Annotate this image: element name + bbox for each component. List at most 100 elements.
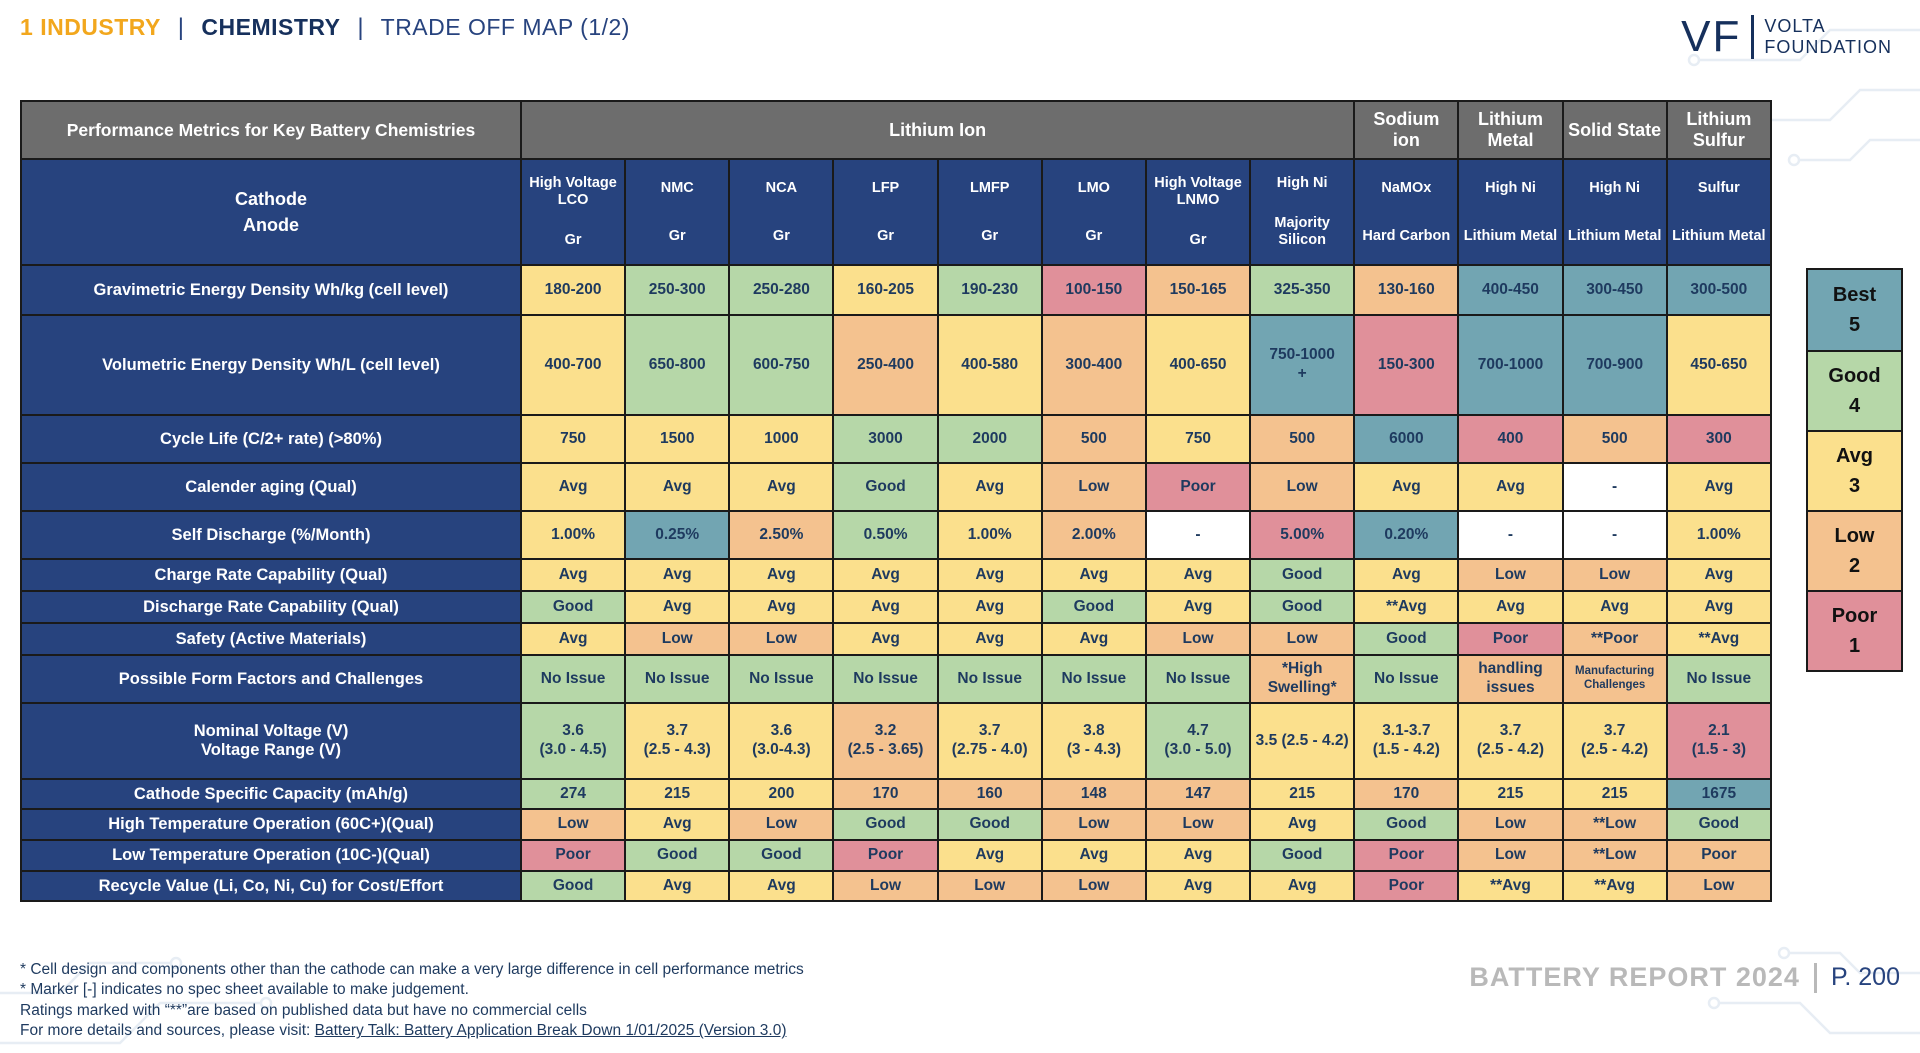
anode-label: Gr	[1085, 227, 1103, 244]
metric-cell: Low	[1457, 808, 1564, 841]
metric-cell: Avg	[1040, 839, 1147, 872]
metric-cell: Low	[1144, 808, 1252, 841]
legend-item: Avg 3	[1808, 430, 1901, 510]
row-label: Discharge Rate Capability (Qual)	[20, 590, 522, 624]
metric-cell: Low	[519, 808, 627, 841]
footnote-line: * Marker [-] indicates no spec sheet ava…	[20, 981, 469, 999]
metric-cell: Avg	[936, 462, 1043, 512]
metric-cell: Low	[1040, 870, 1147, 902]
table-row: Gravimetric Energy Density Wh/kg (cell l…	[20, 264, 1773, 316]
page-title: TRADE OFF MAP (1/2)	[380, 14, 630, 40]
metric-cell: handling issues	[1457, 654, 1564, 704]
column-header: LMO Gr	[1040, 158, 1147, 266]
legend-value: 3	[1848, 475, 1861, 497]
metric-cell: Low	[832, 870, 939, 902]
legend-label: Best	[1832, 284, 1877, 306]
metric-cell: 3.6 (3.0-4.3)	[728, 702, 835, 780]
column-header: LMFP Gr	[936, 158, 1043, 266]
metric-cell: Avg	[1353, 558, 1460, 592]
metric-cell: No Issue	[1353, 654, 1460, 704]
metric-cell: 4.7 (3.0 - 5.0)	[1144, 702, 1252, 780]
metric-cell: Avg	[1665, 590, 1773, 624]
metric-cell: *High Swelling*	[1249, 654, 1356, 704]
metric-cell: Poor	[519, 839, 627, 872]
metric-cell: Avg	[624, 870, 731, 902]
metric-cell: 400-580	[936, 314, 1043, 416]
legend-item: Best 5	[1808, 270, 1901, 350]
metric-cell: Good	[519, 870, 627, 902]
source-link[interactable]: Battery Talk: Battery Application Break …	[314, 1022, 787, 1040]
metric-cell: Avg	[519, 622, 627, 656]
metric-cell: **Low	[1561, 808, 1668, 841]
metric-cell: Avg	[624, 462, 731, 512]
metric-cell: 750	[1144, 414, 1252, 464]
metric-cell: 500	[1561, 414, 1668, 464]
metric-cell: Low	[1665, 870, 1773, 902]
metric-cell: Avg	[936, 590, 1043, 624]
column-header: LFP Gr	[832, 158, 939, 266]
cathode-label: NMC	[660, 179, 694, 196]
metric-cell: 750-1000 +	[1249, 314, 1356, 416]
metric-cell: Good	[1353, 808, 1460, 841]
metric-cell: Avg	[1249, 870, 1356, 902]
table-row: Possible Form Factors and Challenges No I…	[20, 654, 1773, 704]
metric-cell: Avg	[728, 558, 835, 592]
metric-cell: 148	[1040, 778, 1147, 810]
footnote-line: * Cell design and components other than …	[20, 961, 804, 978]
metric-cell: 1675	[1665, 778, 1773, 810]
metric-cell: 3.5 (2.5 - 4.2)	[1249, 702, 1356, 780]
metric-cell: Low	[728, 808, 835, 841]
metric-cell: 160	[936, 778, 1043, 810]
cathode-label: High Voltage LNMO	[1154, 175, 1242, 209]
metric-cell: Low	[1040, 808, 1147, 841]
metric-cell: Avg	[1249, 808, 1356, 841]
chemistry-group-header: Lithium Ion	[519, 100, 1356, 160]
metric-cell: **Avg	[1457, 870, 1564, 902]
anode-label: Gr	[877, 227, 894, 244]
metric-cell: Avg	[728, 462, 835, 512]
metric-cell: Low	[1249, 462, 1356, 512]
chemistry-group-header: Solid State	[1561, 100, 1668, 160]
anode-label: Lithium Metal	[1463, 227, 1558, 244]
metric-cell: Avg	[1040, 558, 1147, 592]
metric-cell: 400-450	[1457, 264, 1564, 316]
table-row: Cycle Life (C/2+ rate) (>80%) 750 1500 1000…	[20, 414, 1773, 464]
metric-cell: 170	[1353, 778, 1460, 810]
metric-cell: Avg	[519, 558, 627, 592]
metric-cell: Avg	[1457, 462, 1564, 512]
metric-cell: Avg	[936, 622, 1043, 656]
table-row: Calender aging (Qual) Avg Avg Avg Good Avg Low…	[20, 462, 1773, 512]
logo-initials: VF	[1681, 12, 1742, 61]
metric-cell: Good	[1249, 839, 1356, 872]
logo-divider	[1751, 15, 1755, 59]
metric-cell: Good	[832, 808, 939, 841]
metric-cell: Low	[728, 622, 835, 656]
chemistry-group-header: Lithium Sulfur	[1665, 100, 1773, 160]
metric-cell: 700-900	[1561, 314, 1668, 416]
chemistry-group-header: Sodium ion	[1353, 100, 1460, 160]
metric-cell: Avg	[1040, 622, 1147, 656]
table-row: Charge Rate Capability (Qual) Avg Avg Avg Av…	[20, 558, 1773, 592]
metric-cell: 500	[1040, 414, 1147, 464]
metric-cell: 215	[624, 778, 731, 810]
cathode-label: LMFP	[969, 179, 1010, 196]
metric-cell: Poor	[1457, 622, 1564, 656]
metric-cell: No Issue	[936, 654, 1043, 704]
metric-cell: 215	[1249, 778, 1356, 810]
legend-label: Good	[1828, 365, 1881, 387]
metric-cell: Avg	[1665, 462, 1773, 512]
metric-cell: Low	[1457, 839, 1564, 872]
footer-divider	[1813, 962, 1817, 993]
footnotes: * Cell design and components other than …	[20, 960, 804, 1042]
metric-cell: Avg	[519, 462, 627, 512]
metric-cell: Avg	[1665, 558, 1773, 592]
metric-cell: Poor	[1353, 870, 1460, 902]
metric-cell: 170	[832, 778, 939, 810]
metric-cell: 2.1 (1.5 - 3)	[1665, 702, 1773, 780]
report-footer: BATTERY REPORT 2024 P. 200	[1469, 962, 1900, 993]
column-header: Sulfur Lithium Metal	[1665, 158, 1773, 266]
metric-cell: Avg	[832, 622, 939, 656]
metric-cell: Good	[1665, 808, 1773, 841]
metric-cell: 150-300	[1353, 314, 1460, 416]
metric-cell: 750	[519, 414, 627, 464]
